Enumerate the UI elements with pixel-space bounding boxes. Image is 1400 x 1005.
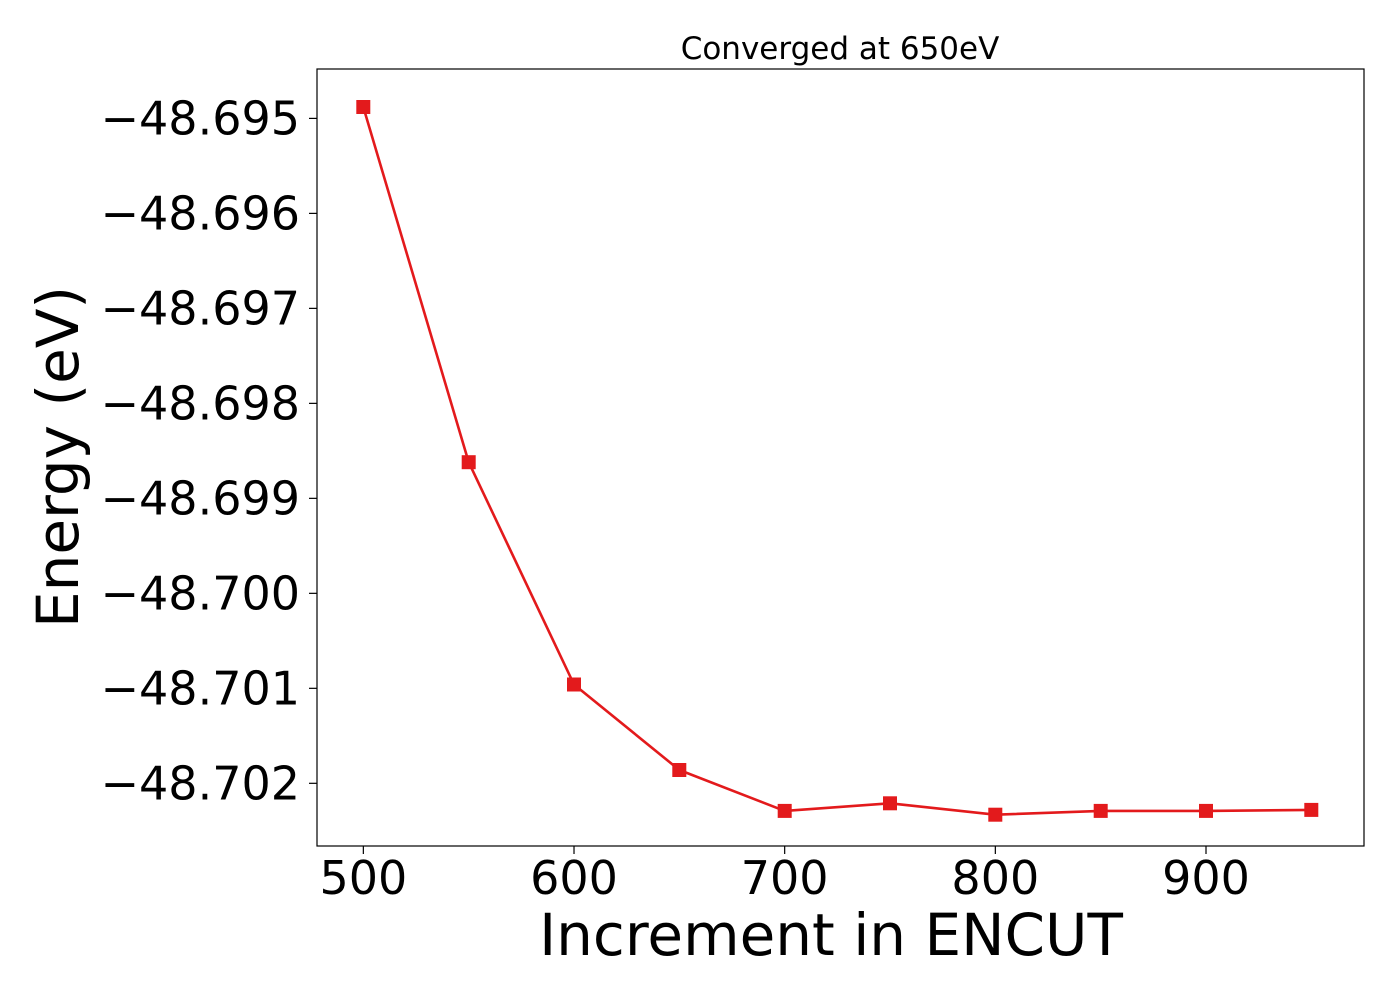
y-tick-label: −48.695 bbox=[101, 91, 301, 145]
series-line bbox=[362, 106, 1312, 817]
y-tick-label: −48.701 bbox=[101, 661, 301, 715]
data-point-marker bbox=[672, 763, 687, 777]
data-point-marker bbox=[988, 807, 1003, 822]
data-point-marker bbox=[567, 677, 581, 692]
y-tick-label: −48.699 bbox=[101, 471, 301, 525]
plot-frame bbox=[316, 68, 1365, 847]
data-point-marker bbox=[1093, 803, 1108, 818]
y-axis-label: Energy (eV) bbox=[24, 286, 92, 628]
data-point-marker bbox=[883, 796, 897, 811]
x-tick-label: 700 bbox=[741, 851, 829, 905]
plot-area: 500 600 700 800 900 −48.695 −48.696 −48.697 −48.… bbox=[101, 68, 1365, 905]
data-point-marker bbox=[777, 803, 792, 818]
x-tick-label: 800 bbox=[951, 851, 1039, 905]
x-tick-label: 900 bbox=[1162, 851, 1250, 905]
y-tick-label: −48.697 bbox=[101, 281, 301, 335]
data-point-marker bbox=[1199, 803, 1213, 818]
chart-title: Converged at 650eV bbox=[681, 31, 1000, 67]
y-tick-label: −48.702 bbox=[101, 756, 301, 810]
y-tick-label: −48.698 bbox=[101, 376, 301, 430]
data-point-marker bbox=[461, 455, 476, 470]
y-tick-label: −48.700 bbox=[101, 566, 301, 620]
data-point-marker bbox=[1304, 802, 1319, 817]
x-tick-label: 600 bbox=[530, 851, 618, 905]
y-tick-label: −48.696 bbox=[101, 186, 301, 240]
x-tick-label: 500 bbox=[319, 851, 407, 905]
x-axis-label: Increment in ENCUT bbox=[539, 901, 1123, 969]
data-point-marker bbox=[356, 100, 371, 114]
